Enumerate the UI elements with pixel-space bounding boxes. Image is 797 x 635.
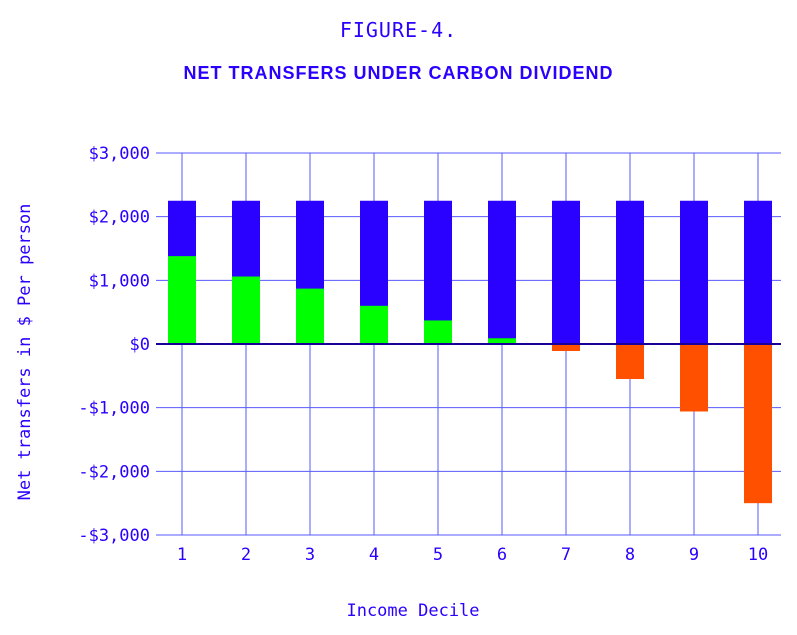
y-tick-label: -$1,000: [78, 399, 150, 419]
chart-title: NET TRANSFERS UNDER CARBON DIVIDEND: [183, 63, 614, 83]
x-tick-label: 4: [369, 545, 379, 565]
x-axis-label: Income Decile: [346, 601, 479, 621]
y-tick-label: $0: [130, 335, 150, 355]
dividend-bar-decile-5: [424, 200, 452, 344]
y-axis-label: Net transfers in $ Per person: [15, 204, 35, 501]
x-tick-label: 9: [689, 545, 699, 565]
x-tick-label: 5: [433, 545, 443, 565]
net-transfer-bar-decile-9: [680, 344, 708, 412]
net-transfer-bar-decile-1: [168, 256, 196, 344]
y-tick-label: $1,000: [89, 271, 150, 291]
y-tick-label: -$2,000: [78, 462, 150, 482]
figure-label: FIGURE-4.: [339, 18, 458, 42]
dividend-bar-decile-8: [616, 200, 644, 344]
dividend-bar-decile-10: [744, 200, 772, 344]
x-tick-label: 7: [561, 545, 571, 565]
net-transfer-bar-decile-10: [744, 344, 772, 504]
net-transfer-bar-decile-2: [232, 276, 260, 344]
y-tick-label: $2,000: [89, 208, 150, 228]
x-tick-label: 2: [241, 545, 251, 565]
net-transfer-bar-decile-3: [296, 288, 324, 344]
dividend-bar-decile-9: [680, 200, 708, 344]
bars: [168, 200, 772, 504]
x-tick-label: 6: [497, 545, 507, 565]
dividend-bar-decile-6: [488, 200, 516, 344]
y-tick-label: $3,000: [89, 144, 150, 164]
net-transfer-bar-decile-6: [488, 338, 516, 344]
x-tick-label: 8: [625, 545, 635, 565]
x-axis-ticks: 1 2 3 4 5 6 7 8 9 10: [177, 545, 768, 565]
net-transfer-bar-decile-4: [360, 305, 388, 344]
net-transfer-bar-decile-8: [616, 344, 644, 380]
net-transfer-bar-decile-5: [424, 320, 452, 344]
x-tick-label: 10: [748, 545, 768, 565]
y-axis-ticks: $3,000 $2,000 $1,000 $0 -$1,000 -$2,000 -$3,00…: [78, 144, 150, 546]
y-tick-label: -$3,000: [78, 526, 150, 546]
x-tick-label: 3: [305, 545, 315, 565]
net-transfer-bar-decile-7: [552, 344, 580, 352]
dividend-bar-decile-7: [552, 200, 580, 344]
x-tick-label: 1: [177, 545, 187, 565]
